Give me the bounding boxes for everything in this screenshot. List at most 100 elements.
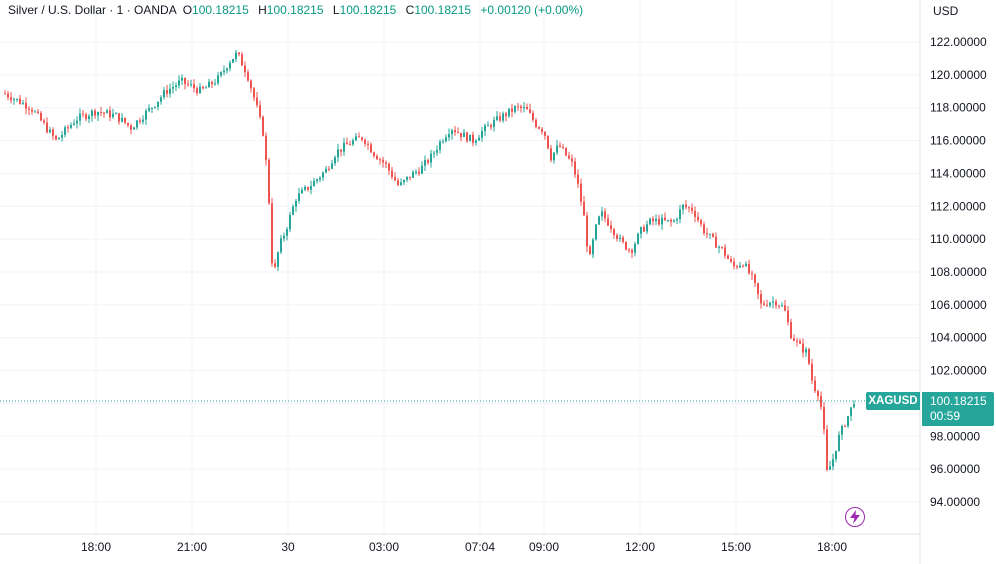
candle-body — [571, 158, 573, 162]
lightning-bolt-icon[interactable] — [845, 507, 865, 527]
candle-body — [769, 302, 771, 306]
candle-body — [433, 152, 435, 154]
candle-body — [667, 219, 669, 221]
candle-body — [772, 301, 774, 303]
candle-body — [397, 180, 399, 185]
candle-body — [31, 109, 33, 112]
candle-body — [133, 127, 135, 130]
candle-body — [328, 168, 330, 170]
candle-body — [457, 132, 459, 134]
open-label: O — [182, 3, 193, 17]
candle-body — [7, 93, 9, 98]
candle-body — [469, 134, 471, 142]
candle-body — [280, 238, 282, 253]
candle-body — [382, 159, 384, 163]
candle-body — [379, 159, 381, 161]
candle-body — [217, 75, 219, 84]
candle-body — [238, 52, 240, 55]
candle-body — [67, 127, 69, 129]
candle-body — [649, 218, 651, 225]
candle-body — [601, 211, 603, 217]
candle-body — [196, 88, 198, 93]
candle-body — [784, 305, 786, 311]
candle-body — [538, 127, 540, 129]
currency-label[interactable]: USD — [933, 4, 959, 18]
candle-body — [739, 265, 741, 268]
candle-body — [157, 101, 159, 107]
candle-body — [190, 84, 192, 86]
candle-body — [412, 171, 414, 178]
x-tick-label: 03:00 — [369, 540, 399, 554]
candle-body — [268, 160, 270, 204]
candle-body — [619, 237, 621, 239]
candle-body — [577, 174, 579, 184]
candle-body — [625, 241, 627, 250]
candle-body — [109, 110, 111, 118]
candle-body — [472, 134, 474, 143]
candle-body — [22, 102, 24, 104]
y-tick-label: 112.00000 — [930, 199, 986, 213]
candle-body — [34, 111, 36, 113]
candle-body — [817, 391, 819, 397]
candle-body — [544, 131, 546, 136]
candle-body — [193, 84, 195, 89]
candle-body — [730, 258, 732, 262]
candle-body — [319, 177, 321, 180]
candle-body — [685, 204, 687, 208]
candle-body — [286, 229, 288, 236]
candle-body — [220, 72, 222, 76]
candle-body — [535, 119, 537, 128]
candle-body — [283, 235, 285, 239]
candle-body — [13, 99, 15, 101]
candle-body — [25, 102, 27, 109]
candle-body — [622, 237, 624, 242]
candle-body — [820, 396, 822, 407]
candle-body — [670, 219, 672, 222]
x-tick-label: 21:00 — [177, 540, 207, 554]
candle-body — [52, 129, 54, 136]
candle-body — [253, 88, 255, 98]
price-axis[interactable]: 94.0000096.0000098.00000100.00000102.000… — [930, 35, 987, 509]
candle-body — [850, 407, 852, 416]
candle-body — [160, 97, 162, 102]
candle-body — [745, 263, 747, 267]
candle-body — [811, 363, 813, 381]
candle-body — [181, 77, 183, 81]
candle-body — [733, 261, 735, 267]
candle-body — [70, 124, 72, 128]
candle-body — [64, 127, 66, 135]
candle-body — [331, 163, 333, 169]
candle-body — [436, 149, 438, 153]
candle-body — [844, 425, 846, 427]
candle-body — [550, 148, 552, 161]
candle-body — [715, 236, 717, 248]
candle-body — [232, 58, 234, 63]
symbol-title: Silver / U.S. Dollar · 1 · OANDA — [8, 3, 177, 17]
candle-body — [355, 136, 357, 141]
candle-body — [391, 170, 393, 178]
candle-body — [808, 349, 810, 364]
candle-body — [49, 129, 51, 133]
candle-body — [736, 266, 738, 268]
candle-body — [499, 116, 501, 121]
candle-body — [694, 210, 696, 217]
candle-body — [607, 218, 609, 226]
candle-body — [361, 137, 363, 140]
candle-body — [799, 341, 801, 344]
candle-body — [409, 176, 411, 178]
candle-body — [124, 117, 126, 123]
candle-body — [367, 143, 369, 145]
candle-body — [289, 214, 291, 230]
candle-body — [58, 137, 60, 140]
candles — [4, 49, 855, 472]
candle-body — [841, 425, 843, 435]
candle-body — [493, 119, 495, 128]
grid — [0, 0, 920, 534]
x-tick-label: 09:00 — [529, 540, 559, 554]
time-axis[interactable]: 18:00 21:00 30 03:00 07:04 09:00 12:00 15:00 18:… — [81, 540, 847, 554]
candle-body — [73, 123, 75, 125]
x-tick-label: 30 — [281, 540, 295, 554]
candle-body — [142, 119, 144, 122]
candle-body — [403, 179, 405, 183]
